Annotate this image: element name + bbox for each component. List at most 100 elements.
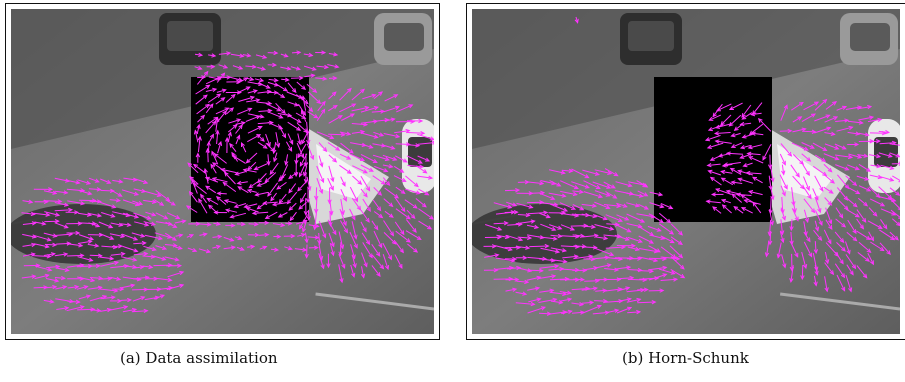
flow-arrow bbox=[803, 241, 813, 258]
flow-arrow bbox=[247, 89, 258, 94]
flow-arrow bbox=[708, 114, 722, 121]
flow-arrow bbox=[352, 175, 363, 185]
flow-arrow bbox=[316, 178, 324, 195]
flow-arrow bbox=[572, 189, 585, 194]
flow-arrow bbox=[814, 126, 832, 134]
flow-arrow bbox=[384, 187, 400, 199]
flow-arrow bbox=[384, 145, 396, 150]
flow-arrow bbox=[824, 262, 835, 276]
flow-arrow bbox=[856, 175, 870, 181]
flow-arrow bbox=[99, 201, 117, 209]
flow-arrow bbox=[224, 208, 238, 213]
flow-arrow bbox=[824, 116, 839, 123]
flow-arrow bbox=[505, 287, 518, 292]
flow-arrow bbox=[143, 245, 157, 252]
flow-arrow bbox=[504, 209, 519, 215]
flow-arrow bbox=[155, 245, 168, 250]
flow-arrow bbox=[55, 285, 68, 290]
flow-arrow bbox=[417, 175, 434, 180]
flow-arrow bbox=[338, 242, 343, 257]
flow-arrow bbox=[308, 245, 319, 250]
flow-arrow bbox=[791, 101, 804, 111]
flow-arrow bbox=[594, 247, 615, 257]
flow-arrow bbox=[725, 151, 744, 156]
flow-arrow bbox=[418, 188, 430, 196]
flow-arrow bbox=[210, 163, 217, 174]
flow-arrow bbox=[670, 268, 686, 279]
flow-arrow bbox=[297, 133, 302, 146]
flow-arrow bbox=[328, 232, 335, 248]
flow-arrow bbox=[616, 286, 631, 292]
flow-arrow bbox=[338, 264, 344, 284]
flow-arrow bbox=[35, 265, 53, 272]
flow-arrow bbox=[174, 219, 187, 224]
flow-arrow bbox=[225, 107, 235, 115]
flow-arrow bbox=[54, 252, 69, 257]
flow-arrow bbox=[870, 163, 882, 169]
flow-arrow bbox=[814, 98, 828, 111]
flow-arrow bbox=[338, 254, 346, 269]
flow-arrow bbox=[43, 232, 58, 238]
flow-arrow bbox=[869, 153, 882, 159]
flow-arrow bbox=[218, 64, 229, 69]
flow-arrow bbox=[815, 210, 823, 227]
flow-arrow bbox=[405, 230, 422, 240]
flow-arrow bbox=[372, 154, 390, 162]
flow-arrow bbox=[889, 198, 900, 211]
flow-arrow bbox=[217, 140, 223, 154]
flow-arrow bbox=[275, 132, 281, 149]
flow-arrow bbox=[603, 203, 622, 209]
flow-arrow bbox=[305, 186, 311, 204]
flow-arrow bbox=[550, 247, 568, 253]
flow-arrow bbox=[254, 77, 265, 83]
flow-arrow bbox=[869, 174, 883, 180]
flow-arrow bbox=[350, 264, 356, 278]
flow-arrow bbox=[223, 199, 237, 204]
flow-arrow bbox=[824, 197, 833, 206]
flow-arrow bbox=[383, 198, 394, 208]
flow-arrow bbox=[372, 175, 386, 185]
flow-arrow bbox=[213, 153, 227, 164]
flow-arrow bbox=[516, 279, 530, 285]
flow-arrow bbox=[298, 162, 307, 178]
flow-arrow bbox=[89, 308, 102, 313]
flow-arrow bbox=[581, 245, 598, 250]
flow-arrow bbox=[858, 241, 872, 254]
flow-arrow bbox=[287, 121, 302, 131]
flow-arrow bbox=[720, 177, 734, 186]
flow-arrow bbox=[306, 209, 311, 221]
flow-arrow bbox=[879, 229, 896, 241]
flow-arrow bbox=[270, 192, 278, 202]
flow-arrow bbox=[33, 187, 54, 192]
flow-arrow bbox=[845, 241, 851, 255]
flow-arrow bbox=[268, 77, 279, 83]
flow-arrow bbox=[307, 235, 320, 240]
flow-arrow bbox=[733, 206, 744, 214]
flow-arrow bbox=[216, 191, 227, 196]
flow-arrow bbox=[215, 129, 220, 145]
flow-arrow bbox=[110, 189, 123, 197]
flow-arrow bbox=[846, 231, 858, 242]
flow-arrow bbox=[493, 221, 509, 226]
flow-arrow bbox=[373, 187, 383, 196]
flow-arrow bbox=[88, 222, 101, 228]
flow-arrow bbox=[418, 208, 434, 220]
flow-arrow bbox=[394, 241, 404, 254]
flow-arrow bbox=[857, 104, 873, 110]
flow-arrow bbox=[341, 113, 356, 121]
flow-arrow bbox=[189, 176, 199, 185]
flow-arrow bbox=[273, 152, 278, 163]
flow-arrow bbox=[134, 221, 150, 227]
flow-arrow bbox=[813, 241, 819, 255]
flow-arrow bbox=[803, 198, 816, 214]
flow-arrow bbox=[98, 221, 114, 229]
flow-arrow bbox=[394, 221, 405, 236]
flow-arrow bbox=[747, 190, 763, 196]
flow-arrow bbox=[594, 190, 611, 197]
flow-arrow bbox=[648, 213, 664, 224]
flow-arrow bbox=[77, 179, 92, 185]
flow-arrow bbox=[658, 223, 675, 235]
flow-arrow bbox=[297, 181, 307, 192]
flow-arrow bbox=[382, 242, 392, 261]
flow-arrow bbox=[248, 221, 259, 227]
